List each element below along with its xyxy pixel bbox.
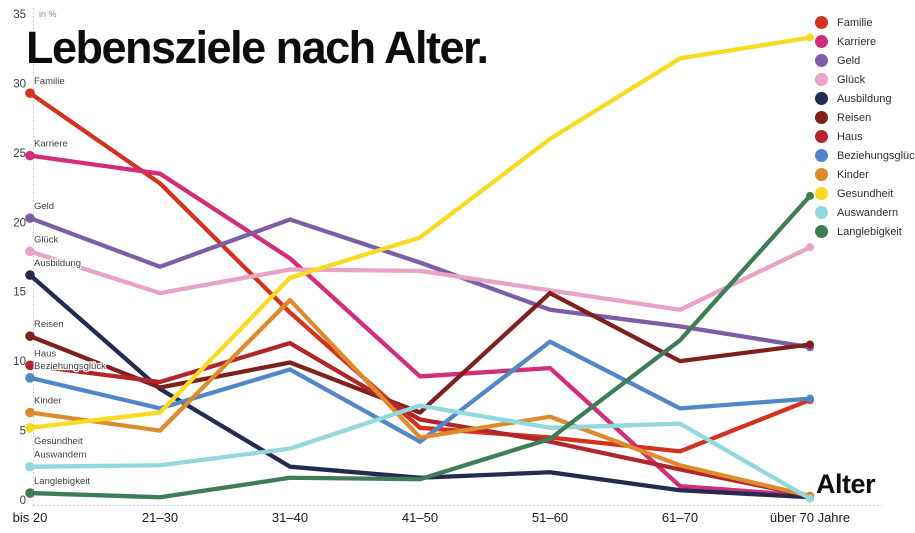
series-end-point-gesundheit [806,33,814,42]
x-tick-label: 61–70 [662,510,698,525]
series-line-kinder [27,297,813,498]
x-tick-label: 31–40 [272,510,308,525]
legend-color-dot [815,111,828,124]
legend-label: Reisen [837,111,872,124]
series-label-kinder: Kinder [34,396,61,407]
legend-item-haus: Haus [815,127,915,146]
series-end-point-reisen [806,340,814,349]
y-tick-label: 10 [13,356,26,368]
legend-color-dot [815,54,828,67]
legend-item-beziehungsgl-ck: Beziehungsglück [815,146,915,165]
legend-label: Haus [837,130,863,143]
legend-label: Gesundheit [837,187,894,200]
series-label-karriere: Karriere [34,139,68,150]
y-tick-label: 35 [13,9,26,21]
series-start-point-gesundheit [25,422,35,433]
legend-color-dot [815,16,828,29]
series-line-gl-ck [27,245,813,312]
series-line-langlebigkeit [27,193,813,500]
series-line-beziehungsgl-ck [27,339,813,444]
series-line-gesundheit [27,35,813,430]
x-tick-label: 21–30 [142,510,178,525]
y-tick-label: 20 [13,217,26,229]
legend-color-dot [815,149,828,162]
series-start-point-reisen [25,331,35,341]
series-start-point-beziehungsgl-ck [25,373,35,383]
legend-item-ausbildung: Ausbildung [815,89,915,108]
series-start-point-haus [25,360,35,371]
series-label-auswandern: Auswandern [34,450,87,461]
series-label-reisen: Reisen [34,319,64,330]
series-line-karriere [27,153,813,498]
series-label-beziehungsgl-ck: Beziehungsglück [34,361,106,372]
legend-label: Glück [837,73,866,86]
series-start-point-langlebigkeit [25,488,35,498]
series-line-haus [27,340,813,498]
legend-color-dot [815,92,828,105]
legend-label: Kinder [837,168,869,181]
series-label-gesundheit: Gesundheit [34,436,83,447]
legend-label: Karriere [837,35,877,48]
legend-item-gl-ck: Glück [815,70,915,89]
x-tick-label: bis 20 [13,510,48,525]
y-tick-label: 30 [13,78,26,90]
series-start-point-geld [25,213,35,223]
y-tick-label: 15 [13,287,26,299]
series-end-point-gl-ck [806,243,814,252]
series-label-haus: Haus [34,348,56,359]
series-start-point-auswandern [25,461,35,472]
legend-color-dot [815,187,828,200]
legend-color-dot [815,73,828,86]
series-start-point-kinder [25,407,35,418]
legend-item-karriere: Karriere [815,32,915,51]
legend-item-langlebigkeit: Langlebigkeit [815,222,915,241]
series-line-geld [27,215,813,350]
legend-item-reisen: Reisen [815,108,915,127]
legend-label: Auswandern [837,206,899,219]
series-label-ausbildung: Ausbildung [34,258,81,269]
x-tick-label: über 70 Jahre [770,510,850,525]
series-start-point-gl-ck [25,246,35,257]
legend-color-dot [815,130,828,143]
series-end-point-beziehungsgl-ck [806,394,814,403]
page-title: Lebensziele nach Alter. [26,22,489,73]
legend-label: Familie [837,16,873,29]
series-end-point-auswandern [806,494,814,503]
y-tick-label: 25 [13,148,26,160]
legend-label: Beziehungsglück [837,149,915,162]
legend-item-auswandern: Auswandern [815,203,915,222]
x-tick-label: 41–50 [402,510,438,525]
series-start-point-ausbildung [25,270,35,280]
legend-item-kinder: Kinder [815,165,915,184]
legend-label: Geld [837,54,861,67]
series-start-point-karriere [25,150,35,161]
y-tick-label: 0 [20,495,26,507]
legend-color-dot [815,35,828,48]
legend-label: Ausbildung [837,92,892,105]
legend-color-dot [815,225,828,238]
series-end-point-langlebigkeit [806,191,814,200]
legend-color-dot [815,206,828,219]
legend-item-geld: Geld [815,51,915,70]
y-axis-unit-label: in % [39,9,57,19]
legend-label: Langlebigkeit [837,225,902,238]
series-start-point-familie [25,88,35,98]
legend-item-gesundheit: Gesundheit [815,184,915,203]
legend: Familie Karriere Geld Glück Ausbildung Reisen… [815,13,915,241]
series-line-familie [27,90,813,454]
series-line-auswandern [27,403,813,501]
series-line-reisen [27,290,813,415]
series-label-langlebigkeit: Langlebigkeit [34,476,90,487]
x-axis-title: Alter [816,469,876,499]
series-label-familie: Familie [34,76,65,87]
series-label-gl-ck: Glück [34,234,59,245]
legend-item-familie: Familie [815,13,915,32]
series-label-geld: Geld [34,201,54,212]
y-tick-label: 5 [20,426,26,438]
legend-color-dot [815,168,828,181]
x-tick-label: 51–60 [532,510,568,525]
